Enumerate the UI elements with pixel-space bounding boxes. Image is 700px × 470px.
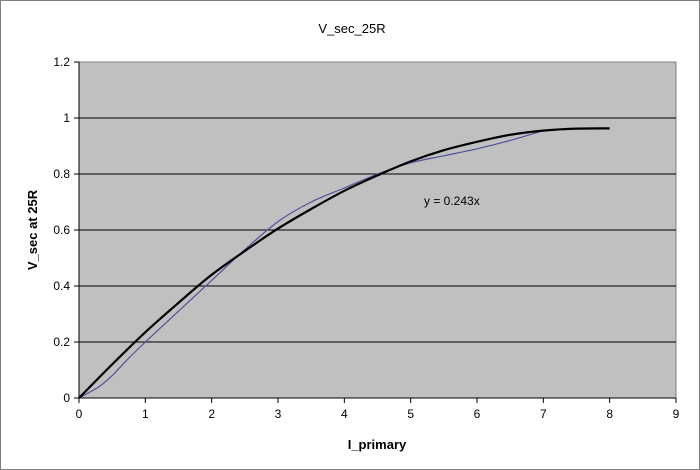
x-tick-label: 1 bbox=[142, 407, 149, 421]
x-axis-label: I_primary bbox=[348, 437, 407, 452]
x-tick-label: 6 bbox=[474, 407, 481, 421]
y-tick-label: 0.2 bbox=[53, 335, 70, 349]
x-tick-label: 0 bbox=[76, 407, 83, 421]
trendline-equation: y = 0.243x bbox=[424, 194, 480, 208]
x-tick-label: 5 bbox=[407, 407, 414, 421]
x-axis-ticks: 0 1 2 3 4 5 6 7 8 9 bbox=[76, 62, 680, 421]
series-layer bbox=[78, 127, 610, 399]
series-line-0 bbox=[78, 130, 544, 399]
series-line-1 bbox=[78, 127, 610, 399]
x-tick-label: 3 bbox=[275, 407, 282, 421]
x-tick-label: 4 bbox=[341, 407, 348, 421]
x-tick-label: 7 bbox=[540, 407, 547, 421]
y-tick-label: 0 bbox=[63, 391, 70, 405]
y-axis-ticks: 0 0.2 0.4 0.6 0.8 1 1.2 bbox=[53, 55, 79, 405]
grid-lines bbox=[79, 117, 676, 343]
x-tick-label: 8 bbox=[606, 407, 613, 421]
y-tick-label: 0.4 bbox=[53, 279, 70, 293]
chart-title: V_sec_25R bbox=[318, 21, 385, 36]
y-tick-label: 1 bbox=[63, 111, 70, 125]
x-tick-label: 2 bbox=[208, 407, 215, 421]
x-tick-label: 9 bbox=[673, 407, 680, 421]
y-tick-label: 0.6 bbox=[53, 223, 70, 237]
y-axis-label: V_sec at 25R bbox=[25, 189, 40, 270]
y-tick-label: 1.2 bbox=[53, 55, 70, 69]
y-tick-label: 0.8 bbox=[53, 167, 70, 181]
